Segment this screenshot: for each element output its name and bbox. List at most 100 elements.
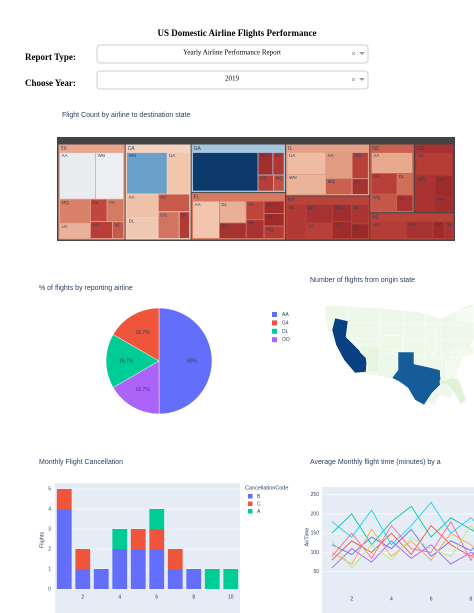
- dropdown-arrow[interactable]: [359, 52, 365, 55]
- treemap-cell: [219, 201, 246, 223]
- treemap-cell-label: AA: [62, 153, 68, 158]
- treemap-cell: [246, 220, 264, 239]
- y-tick-label: 5: [48, 486, 51, 492]
- report-type-dropdown[interactable]: [96, 44, 369, 64]
- line: [331, 501, 474, 546]
- treemap-cell-label: MQ: [328, 179, 336, 184]
- treemap-cell: [264, 226, 284, 239]
- treemap-cell: [332, 221, 352, 239]
- treemap-cell-label: OO: [435, 222, 443, 227]
- y-tick-label: 100: [311, 550, 320, 556]
- pie-value-label: 16.7%: [136, 387, 151, 393]
- clear-icon[interactable]: [351, 77, 356, 82]
- pie-slice: [158, 307, 213, 415]
- pie-slice: [112, 360, 160, 415]
- treemap-cell-label: AA: [129, 195, 135, 200]
- treemap-state-label: CA: [128, 146, 136, 152]
- dropdown-value: 2019: [225, 75, 240, 83]
- treemap-cell-label: OO: [260, 176, 268, 181]
- treemap-cell-label: DL: [289, 205, 295, 210]
- treemap-cell-label: AA: [328, 153, 334, 158]
- treemap-cell-label: 9E: [260, 153, 266, 158]
- bar: [149, 509, 165, 529]
- treemap-cell-label: AS: [160, 195, 166, 200]
- bar: [149, 549, 165, 589]
- bar: [186, 569, 202, 589]
- treemap-cell: [127, 194, 158, 218]
- pie-slice: [105, 334, 160, 388]
- legend-swatch: [248, 501, 253, 506]
- pie-value-label: 50%: [187, 358, 198, 364]
- treemap-cell-label: NK: [248, 220, 254, 225]
- legend-label: B: [257, 494, 261, 500]
- treemap-state-label: NC: [372, 146, 380, 152]
- x-tick-label: 4: [118, 594, 121, 600]
- treemap-cell-label: WN: [418, 177, 426, 182]
- legend-swatch: [272, 337, 277, 343]
- chart-title: Number of flights from origin state: [310, 277, 415, 284]
- treemap-cell: [371, 194, 397, 211]
- map-state: [331, 317, 368, 374]
- treemap-state-label: IL: [288, 146, 292, 152]
- treemap-cell-label: YV: [447, 222, 453, 227]
- y-tick-label: 1: [48, 566, 51, 572]
- treemap-cell-label: OO: [354, 153, 362, 158]
- bar: [112, 529, 128, 549]
- treemap-cell: [306, 204, 333, 223]
- year-dropdown[interactable]: [96, 70, 369, 90]
- pie-value-label: 16.7%: [135, 330, 150, 336]
- treemap-cell: [352, 179, 368, 194]
- bar: [112, 549, 128, 589]
- treemap-cell: [264, 213, 284, 226]
- treemap-cell: [158, 194, 190, 212]
- treemap-cell: [433, 221, 445, 239]
- treemap-cell-label: OH: [354, 225, 361, 230]
- treemap-cell: [406, 221, 433, 239]
- x-tick-label: 6: [155, 594, 158, 600]
- map-state: [391, 351, 442, 406]
- y-axis-label: AirTime: [304, 528, 310, 547]
- treemap-cell-label: 9E: [354, 205, 360, 210]
- bar: [204, 569, 220, 589]
- treemap-cell: [59, 152, 96, 199]
- treemap-cell-label: 9E: [115, 222, 121, 227]
- y-tick-label: 3: [48, 526, 51, 532]
- treemap-cell: [326, 152, 352, 178]
- treemap-cell-label: YX: [399, 196, 405, 201]
- chart-title: % of flights by reporting airline: [39, 285, 133, 292]
- map-state: [444, 360, 459, 378]
- treemap-cell-label: WN: [129, 153, 137, 158]
- legend-label: G4: [282, 320, 289, 326]
- bar: [167, 569, 183, 589]
- treemap-cell: [351, 204, 368, 224]
- y-tick-label: 4: [48, 506, 51, 512]
- legend-label: DL: [282, 329, 289, 335]
- treemap-cell: [193, 152, 258, 191]
- dropdown-arrow[interactable]: [359, 78, 365, 81]
- clear-icon[interactable]: [351, 51, 356, 56]
- treemap-cell: [112, 222, 124, 239]
- treemap-cell-label: EV: [92, 200, 98, 205]
- treemap-cell-label: AA: [373, 222, 379, 227]
- y-tick-label: 50: [313, 569, 319, 575]
- treemap-cell: [351, 224, 368, 239]
- treemap-cell-label: AA: [308, 224, 314, 229]
- treemap-state-label: FL: [194, 194, 200, 200]
- map-state: [381, 334, 404, 351]
- y-tick-label: 150: [311, 531, 320, 537]
- treemap-cell-label: WN: [289, 175, 297, 180]
- x-tick-label: 8: [192, 594, 195, 600]
- treemap-cell: [332, 204, 352, 222]
- treemap-state-label: TX: [61, 146, 68, 152]
- treemap-cell: [219, 223, 246, 239]
- treemap-cell-label: DL: [195, 153, 201, 158]
- x-tick-label: 4: [390, 596, 393, 602]
- map-state: [359, 344, 381, 374]
- legend-swatch: [272, 320, 277, 326]
- legend-label: OO: [282, 337, 290, 343]
- treemap-cell-label: MQ: [266, 227, 274, 232]
- treemap-cell: [397, 173, 413, 195]
- treemap-cell-label: G4: [266, 214, 273, 219]
- plot-background: [322, 487, 474, 613]
